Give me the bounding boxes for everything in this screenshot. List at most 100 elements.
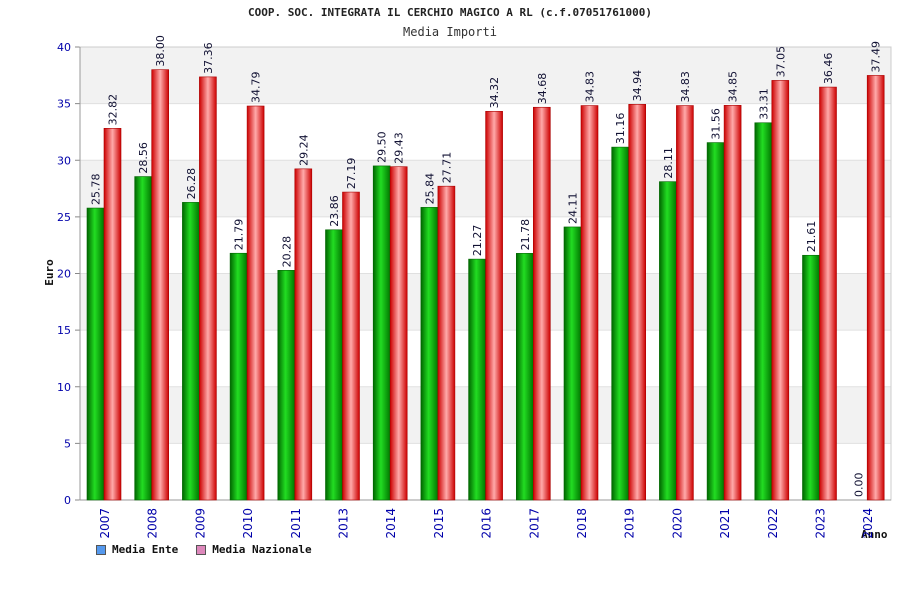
y-tick-label: 20	[57, 268, 71, 281]
x-tick-label: 2018	[575, 508, 589, 539]
x-tick-label: 2019	[623, 508, 637, 539]
data-label-media-ente: 24.11	[567, 192, 580, 224]
legend-label-media-ente: Media Ente	[112, 543, 179, 556]
data-label-media-ente: 21.79	[233, 219, 246, 251]
x-tick-label: 2007	[98, 508, 112, 539]
bar-media-ente	[86, 207, 105, 501]
data-label-media-nazionale: 34.79	[250, 72, 263, 104]
legend-label-media-nazionale: Media Nazionale	[212, 543, 312, 556]
legend-swatch-media-nazionale	[196, 544, 207, 555]
data-label-media-ente: 26.28	[185, 168, 198, 200]
bar-media-nazionale	[342, 191, 360, 501]
bar-media-ente	[134, 176, 152, 501]
bar-media-nazionale	[866, 75, 885, 501]
bar-media-nazionale	[199, 76, 217, 501]
chart-title: COOP. SOC. INTEGRATA IL CERCHIO MAGICO A…	[248, 6, 652, 19]
bar-media-nazionale	[580, 105, 599, 501]
x-tick-label: 2011	[289, 508, 303, 539]
bars	[86, 69, 885, 501]
data-label-media-ente: 21.27	[471, 225, 484, 256]
bar-media-ente	[325, 229, 343, 501]
data-label-media-ente: 21.78	[519, 219, 532, 251]
data-label-media-nazionale: 34.83	[679, 71, 692, 103]
x-tick-label: 2010	[241, 508, 255, 539]
bar-media-ente	[754, 122, 773, 501]
bar-media-nazionale	[103, 128, 122, 501]
bar-media-ente	[611, 146, 630, 501]
data-label-media-ente: 0.00	[853, 473, 866, 498]
bar-media-ente	[277, 270, 296, 501]
data-label-media-ente: 31.56	[710, 108, 723, 140]
bar-media-ente	[802, 254, 820, 501]
data-label-media-ente: 29.50	[376, 131, 389, 163]
bar-media-nazionale	[437, 185, 456, 501]
data-label-media-ente: 28.11	[662, 147, 675, 179]
x-tick-label: 2014	[384, 508, 398, 539]
bar-media-ente	[229, 252, 248, 501]
bar-media-nazionale	[151, 69, 169, 501]
y-tick-label: 15	[57, 324, 71, 337]
y-tick-label: 10	[57, 381, 71, 394]
bar-media-nazionale	[485, 111, 503, 501]
data-label-media-ente: 23.86	[328, 195, 341, 227]
chart-subtitle: Media Importi	[403, 25, 497, 39]
data-label-media-nazionale: 34.32	[488, 77, 501, 108]
y-tick-label: 30	[57, 154, 71, 167]
data-label-media-nazionale: 27.71	[440, 152, 453, 184]
data-label-media-nazionale: 37.36	[202, 42, 215, 74]
x-tick-label: 2023	[814, 508, 828, 539]
x-tick-label: 2009	[193, 508, 207, 539]
data-label-media-nazionale: 36.46	[822, 53, 835, 85]
x-axis-label: Anno	[861, 528, 888, 541]
bar-media-nazionale	[819, 86, 837, 501]
bar-media-nazionale	[389, 166, 408, 501]
y-tick-label: 40	[57, 41, 71, 54]
bar-media-nazionale	[532, 106, 551, 501]
bar-media-nazionale	[771, 80, 790, 501]
data-label-media-nazionale: 38.00	[154, 35, 167, 67]
x-tick-label: 2013	[337, 508, 351, 539]
y-tick-label: 5	[64, 437, 71, 450]
bar-media-nazionale	[246, 105, 265, 501]
x-tick-label: 2017	[527, 508, 541, 539]
x-tick-label: 2016	[480, 508, 494, 539]
data-label-media-nazionale: 34.68	[536, 73, 549, 105]
data-label-media-nazionale: 34.83	[584, 71, 597, 103]
data-label-media-ente: 21.61	[805, 221, 818, 253]
data-label-media-ente: 25.78	[90, 174, 103, 206]
x-tick-labels: 2007 2008 2009 2010 2011 2013 2014 2015 2016 2017…	[98, 508, 875, 539]
data-label-media-ente: 28.56	[137, 142, 150, 174]
y-tick-label: 25	[57, 211, 71, 224]
data-label-media-nazionale: 29.43	[393, 132, 406, 164]
data-label-media-nazionale: 37.49	[870, 41, 883, 73]
data-label-media-nazionale: 27.19	[345, 158, 358, 190]
data-label-media-ente: 31.16	[614, 113, 627, 145]
bar-media-nazionale	[723, 105, 742, 501]
y-tick-labels: 0 5 10 15 20 25 30 35 40	[57, 41, 71, 507]
data-label-media-nazionale: 34.85	[727, 71, 740, 103]
bar-media-ente	[372, 165, 391, 501]
bar-media-nazionale	[676, 105, 694, 501]
data-label-media-ente: 25.84	[423, 173, 436, 205]
legend: Media Ente Media Nazionale	[96, 543, 312, 556]
bar-media-ente	[515, 253, 534, 501]
data-label-media-nazionale: 29.24	[297, 134, 310, 166]
y-tick-label: 0	[64, 494, 71, 507]
bar-media-ente	[182, 202, 200, 501]
bar-media-ente	[420, 207, 439, 501]
data-label-media-ente: 20.28	[280, 236, 293, 268]
x-tick-label: 2024	[861, 508, 875, 539]
legend-item-media-nazionale: Media Nazionale	[196, 543, 312, 556]
data-label-media-nazionale: 32.82	[107, 94, 120, 126]
data-label-media-nazionale: 34.94	[631, 70, 644, 102]
data-label-media-nazionale: 37.05	[774, 46, 787, 78]
x-tick-label: 2022	[766, 508, 780, 539]
y-tick-label: 35	[57, 98, 71, 111]
bar-media-nazionale	[628, 104, 647, 501]
x-tick-label: 2015	[432, 508, 446, 539]
x-tick-label: 2008	[146, 508, 160, 539]
data-label-media-ente: 33.31	[757, 88, 770, 120]
bar-media-ente	[468, 258, 486, 501]
legend-swatch-media-ente	[96, 544, 106, 555]
